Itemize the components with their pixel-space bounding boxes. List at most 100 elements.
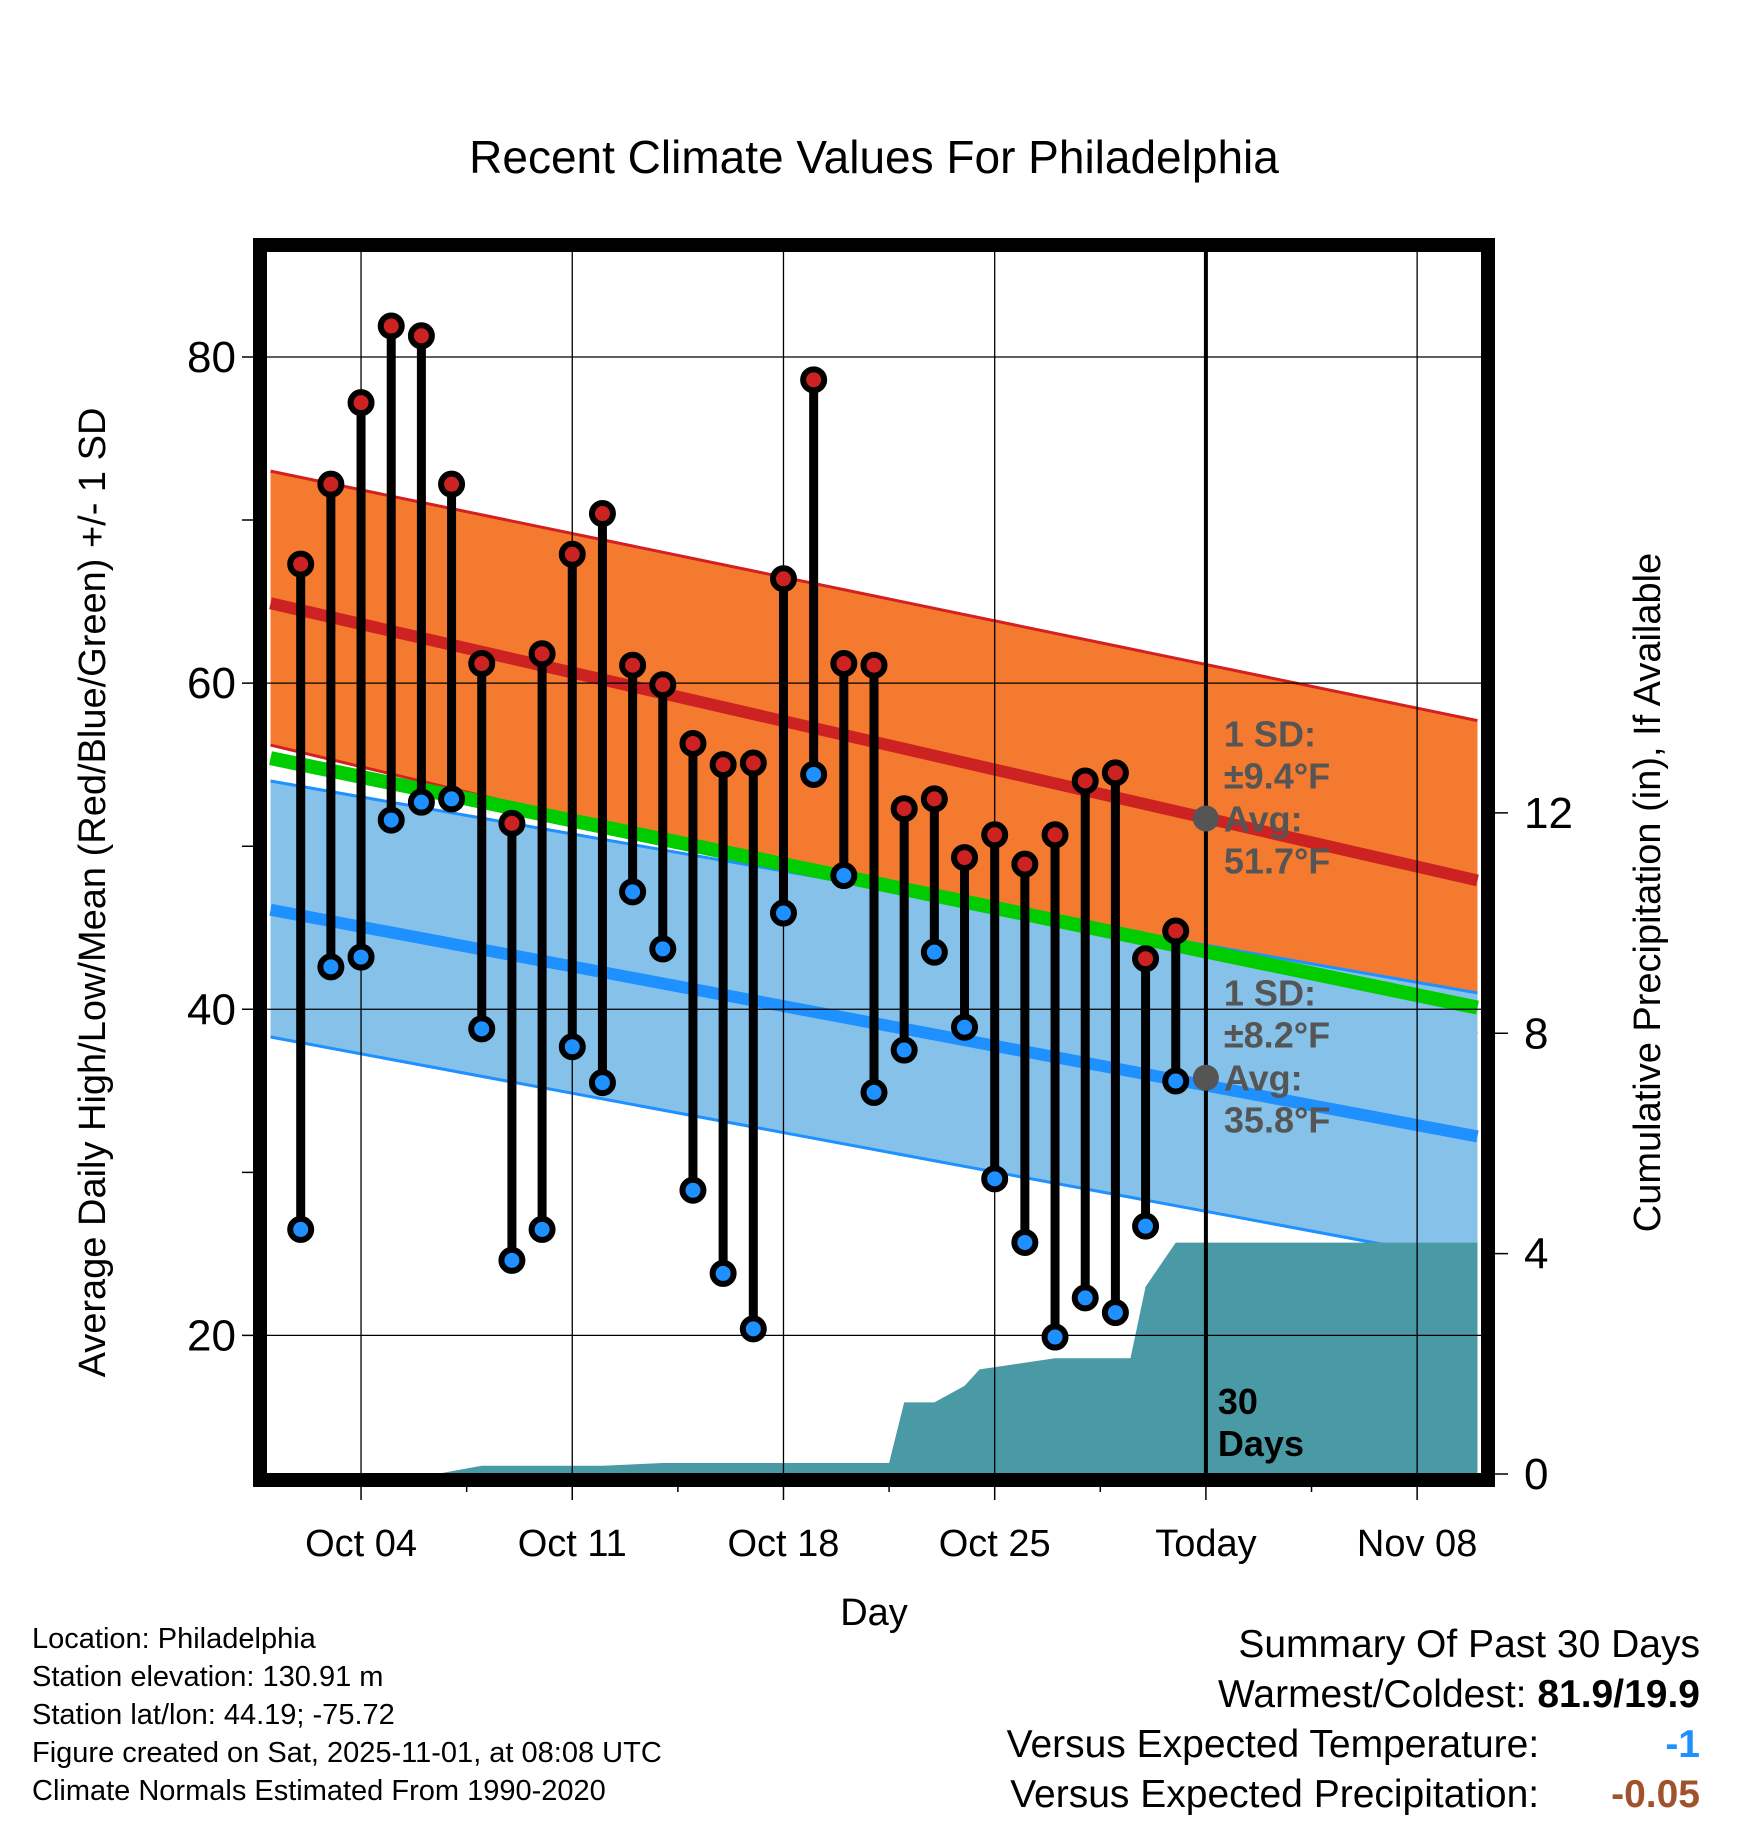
high-point (317, 470, 345, 498)
high-point (377, 312, 405, 340)
low-sd-value: ±8.2°F (1224, 1015, 1330, 1056)
left-axis-label: 20 (187, 1311, 236, 1360)
y-axis-title: Average Daily High/Low/Mean (Red/Blue/Gr… (72, 408, 114, 1378)
low-point (619, 878, 647, 906)
latlon-text: Station lat/lon: 44.19; -75.72 (32, 1699, 395, 1731)
high-point (558, 540, 586, 568)
low-point (981, 1165, 1009, 1193)
bottom-axis-label: Oct 25 (939, 1523, 1051, 1565)
low-point (1101, 1299, 1129, 1327)
low-point (739, 1315, 767, 1343)
low-point (528, 1215, 556, 1243)
high-sd-label: 1 SD: (1224, 713, 1316, 754)
low-point (769, 899, 797, 927)
high-point (1132, 945, 1160, 973)
high-avg-label: Avg: (1224, 798, 1303, 839)
plot-frame (253, 238, 1495, 1487)
low-point (438, 785, 466, 813)
high-point (1162, 917, 1190, 945)
low-point (287, 1215, 315, 1243)
high-point (649, 671, 677, 699)
high-point (800, 366, 828, 394)
high-avg-value: 51.7°F (1224, 840, 1330, 881)
high-point (890, 795, 918, 823)
low-point (317, 953, 345, 981)
location-text: Location: Philadelphia (32, 1623, 316, 1655)
low-point (347, 943, 375, 971)
temp-diff-value: -1 (1665, 1723, 1700, 1766)
low-point (951, 1013, 979, 1041)
low-sd-label: 1 SD: (1224, 973, 1316, 1014)
summary-title: Summary Of Past 30 Days (1238, 1623, 1700, 1666)
low-point (709, 1259, 737, 1287)
high-point (739, 749, 767, 777)
low-point (1132, 1212, 1160, 1240)
bottom-axis-label: Today (1155, 1523, 1256, 1565)
low-point (800, 760, 828, 788)
high-point (830, 650, 858, 678)
low-point (1011, 1228, 1039, 1256)
y-axis-title-right: Cumulative Precipitation (in), If Availa… (1627, 553, 1669, 1232)
summary-temp: Versus Expected Temperature: -1 (1007, 1720, 1700, 1770)
high-point (769, 565, 797, 593)
low-point (498, 1246, 526, 1274)
right-axis-label: 12 (1524, 789, 1573, 838)
low-sd-band-lower-edge (270, 1035, 1478, 1264)
low-point (920, 938, 948, 966)
high-point (1011, 850, 1039, 878)
high-point (951, 844, 979, 872)
warm-cold-value: 81.9/19.9 (1537, 1673, 1700, 1716)
high-sd-value: ±9.4°F (1224, 755, 1330, 796)
low-point (558, 1033, 586, 1061)
precipitation-area (270, 1242, 1478, 1474)
bottom-axis-label: Nov 08 (1357, 1523, 1477, 1565)
left-axis-label: 80 (187, 333, 236, 382)
low-avg-value: 35.8°F (1224, 1100, 1330, 1141)
high-point (588, 500, 616, 528)
left-axis-label: 40 (187, 985, 236, 1034)
summary-precip: Versus Expected Precipitation: -0.05 (1007, 1770, 1700, 1820)
high-point (1101, 759, 1129, 787)
bottom-axis-label: Oct 04 (305, 1523, 417, 1565)
low-point (860, 1078, 888, 1106)
low-point (377, 806, 405, 834)
high-point (920, 785, 948, 813)
low-avg-marker (1192, 1064, 1219, 1091)
precip-diff-value: -0.05 (1611, 1773, 1700, 1816)
summary-panel: Summary Of Past 30 Days Warmest/Coldest:… (1007, 1620, 1700, 1820)
left-axis-label: 60 (187, 659, 236, 708)
high-point (287, 550, 315, 578)
low-point (407, 788, 435, 816)
low-point (588, 1069, 616, 1097)
right-axis-label: 8 (1524, 1009, 1548, 1058)
low-point (830, 862, 858, 890)
high-point (619, 651, 647, 679)
right-axis-label: 0 (1524, 1450, 1548, 1499)
low-point (649, 935, 677, 963)
low-point (1162, 1067, 1190, 1095)
high-point (860, 651, 888, 679)
high-point (1071, 767, 1099, 795)
high-point (709, 751, 737, 779)
summary-warm-cold: Warmest/Coldest: 81.9/19.9 (1007, 1670, 1700, 1720)
high-avg-marker (1192, 805, 1219, 832)
high-point (679, 729, 707, 757)
high-point (981, 821, 1009, 849)
created-text: Figure created on Sat, 2025-11-01, at 08… (32, 1737, 662, 1769)
window-label-days: Days (1218, 1423, 1304, 1464)
elevation-text: Station elevation: 130.91 m (32, 1661, 384, 1693)
right-axis-label: 4 (1524, 1230, 1548, 1279)
low-point (1041, 1323, 1069, 1351)
chart-title: Recent Climate Values For Philadelphia (469, 131, 1279, 183)
low-point (468, 1015, 496, 1043)
bottom-axis-label: Oct 18 (728, 1523, 840, 1565)
high-point (528, 640, 556, 668)
low-point (679, 1176, 707, 1204)
precip-diff-label: Versus Expected Precipitation: (1010, 1773, 1540, 1816)
high-point (498, 809, 526, 837)
temp-diff-label: Versus Expected Temperature: (1006, 1723, 1540, 1766)
high-point (468, 650, 496, 678)
x-axis-label: Day (840, 1592, 908, 1634)
low-avg-label: Avg: (1224, 1058, 1303, 1099)
